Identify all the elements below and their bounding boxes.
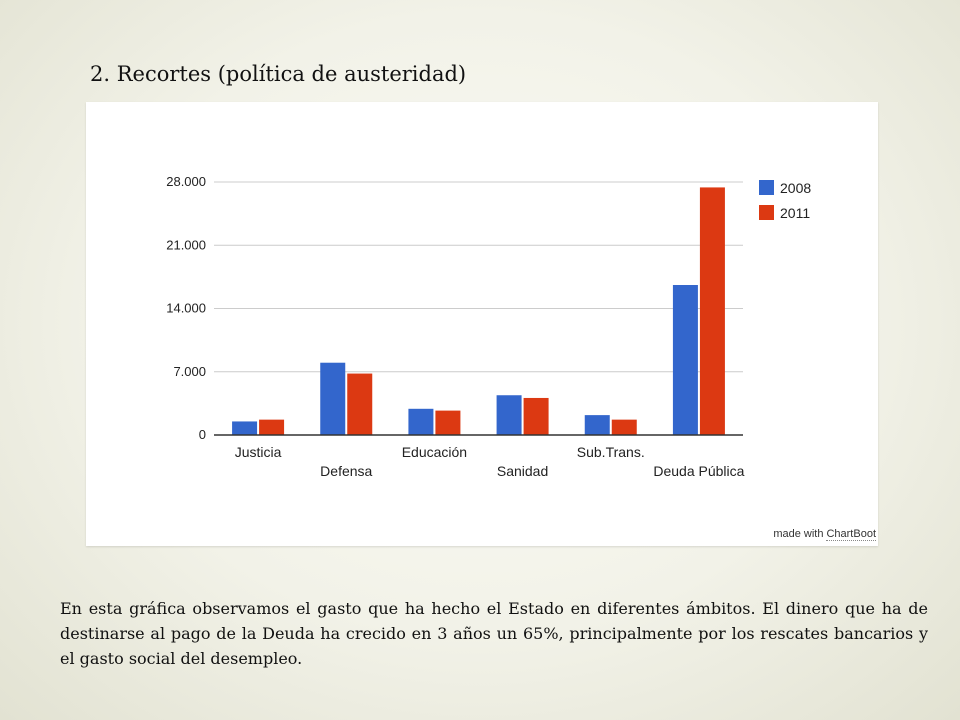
legend-label: 2008 [780,180,811,196]
bar-2011-defensa [347,373,373,435]
x-tick-label: Sub.Trans. [577,444,645,460]
bar-2011-sanidad [523,397,549,435]
legend-swatch-2008 [759,180,774,195]
y-tick-label: 7.000 [173,364,206,379]
bar-2008-justicia [232,421,258,435]
chart-panel: 0 7.000 14.000 21.000 28.000 Justicia Defensa E… [86,102,878,546]
bar-2011-educaci-n [435,410,461,435]
x-tick-label: Justicia [235,444,282,460]
bar-2008-deuda-p-blica [672,285,698,435]
bar-2008-sanidad [496,395,522,435]
chart-credit: made with ChartBoot [773,528,876,541]
x-tick-label: Sanidad [497,463,548,479]
bar-2011-sub-trans- [611,419,637,435]
y-tick-label: 21.000 [166,237,206,252]
legend-label: 2011 [780,205,810,221]
slide-title: 2. Recortes (política de austeridad) [90,62,467,86]
slide-caption: En esta gráfica observamos el gasto que … [60,599,928,668]
bar-2008-educaci-n [408,408,434,435]
bar-2008-sub-trans- [584,415,610,435]
credit-brand-link[interactable]: ChartBoot [826,528,876,541]
y-tick-label: 0 [199,427,206,442]
y-tick-label: 14.000 [166,301,206,316]
x-tick-label: Educación [402,444,467,460]
bar-2011-deuda-p-blica [699,187,725,435]
legend-swatch-2011 [759,205,774,220]
y-tick-label: 28.000 [166,174,206,189]
bar-chart: 0 7.000 14.000 21.000 28.000 Justicia Defensa E… [166,174,811,479]
credit-prefix: made with [773,528,824,540]
bar-2008-defensa [320,362,346,435]
x-tick-label: Defensa [320,463,372,479]
bar-2011-justicia [259,419,285,435]
x-tick-label: Deuda Pública [653,463,744,479]
